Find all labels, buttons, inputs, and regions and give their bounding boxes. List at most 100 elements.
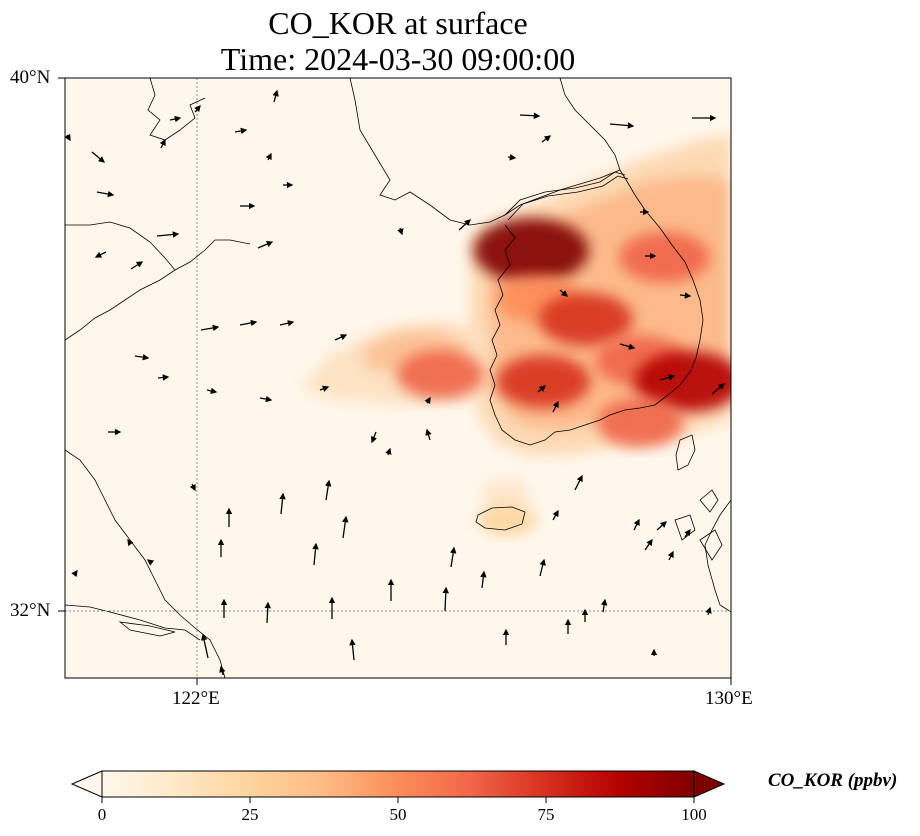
wind-arrow <box>200 633 209 659</box>
wind-arrow <box>96 190 115 198</box>
liaodong <box>349 78 621 226</box>
north-china-coast <box>147 78 206 141</box>
bohai-coast <box>65 221 176 341</box>
colorbar-tick-label-75: 75 <box>537 805 555 824</box>
axis-ticks <box>58 77 732 685</box>
hotspot-yellow-sea-plume <box>396 350 484 400</box>
wind-arrow <box>519 112 541 119</box>
colorbar-tick-label-100: 100 <box>681 805 707 824</box>
map-area <box>65 78 731 678</box>
wind-arrow <box>619 343 636 350</box>
hotspot-southwest-korea <box>496 354 591 408</box>
wind-vectors <box>65 89 725 676</box>
wind-arrow <box>711 383 725 395</box>
colorbar-label: CO_KOR (ppbv) <box>768 770 898 791</box>
hotspot-seoul <box>473 218 589 283</box>
wind-arrow <box>156 231 180 238</box>
hotspot-central-korea <box>538 292 633 346</box>
colorbar <box>70 770 726 803</box>
jeju-island <box>475 506 526 531</box>
wind-arrow <box>656 521 667 531</box>
wind-arrow <box>684 528 691 538</box>
wind-arrow <box>349 638 356 661</box>
hotspot-jeju-plume <box>477 502 537 536</box>
wind-arrow <box>272 89 279 103</box>
dmz-border-2 <box>507 175 629 221</box>
wind-arrow <box>385 447 392 456</box>
colorbar-tick-label-50: 50 <box>389 805 407 824</box>
wind-arrow <box>200 324 220 332</box>
wind-arrow <box>507 154 517 161</box>
wind-arrow <box>264 601 271 624</box>
wind-arrow <box>644 538 653 551</box>
shandong-north <box>174 239 251 271</box>
wind-arrow <box>324 479 332 501</box>
wind-arrow <box>425 428 432 441</box>
wind-arrow <box>449 546 457 568</box>
wind-arrow <box>541 135 552 143</box>
wind-arrow <box>71 569 78 578</box>
wind-arrow <box>65 133 71 142</box>
wind-arrow <box>552 400 559 413</box>
lon-label-122e: 122°E <box>172 688 220 709</box>
wind-arrow <box>633 518 640 531</box>
wind-arrow <box>559 289 568 297</box>
wind-arrow <box>334 334 348 341</box>
hotspot-busan-gyeongnam <box>596 398 684 448</box>
wind-arrow <box>219 665 226 676</box>
wind-arrow <box>189 483 196 492</box>
china-east-coast <box>65 449 226 678</box>
wind-arrow <box>539 558 546 577</box>
lat-label-32n: 32°N <box>10 600 51 621</box>
wind-arrow <box>667 550 674 561</box>
kyushu-coast <box>704 499 731 613</box>
wind-arrow <box>159 138 166 149</box>
yangtze-island <box>118 621 176 637</box>
tsushima <box>675 434 696 471</box>
wind-arrow <box>552 509 559 521</box>
wind-arrow <box>146 559 155 566</box>
wind-arrow <box>157 374 170 381</box>
wind-arrow <box>279 320 295 327</box>
map-title: CO_KOR at surface Time: 2024-03-30 09:00… <box>0 5 796 77</box>
wind-arrow <box>206 387 218 395</box>
lat-label-40n: 40°N <box>10 67 51 88</box>
wind-arrow <box>94 251 107 258</box>
wind-arrow <box>659 374 676 381</box>
wind-arrow <box>127 538 134 547</box>
kyushu-islands <box>674 489 723 561</box>
gridlines <box>65 78 731 678</box>
wind-arrow <box>257 241 274 249</box>
colorbar-tick-label-25: 25 <box>241 805 259 824</box>
wind-arrow <box>279 492 286 515</box>
korea-peninsula <box>489 78 704 446</box>
title-line-1: CO_KOR at surface <box>268 5 528 41</box>
yangtze-mouth <box>65 604 201 641</box>
wind-arrow <box>342 515 349 539</box>
wind-arrow <box>480 570 487 589</box>
wind-arrow <box>312 542 319 566</box>
wind-arrow <box>574 474 583 491</box>
map-frame <box>64 77 732 679</box>
wind-arrow <box>319 385 330 392</box>
coastlines <box>65 78 731 678</box>
wind-arrow <box>537 385 546 393</box>
title-line-2: Time: 2024-03-30 09:00:00 <box>220 41 576 77</box>
wind-arrow <box>679 292 692 299</box>
wind-arrow <box>442 586 450 612</box>
wind-arrow <box>705 606 712 616</box>
wind-arrow <box>130 261 144 270</box>
wind-arrow <box>134 353 150 361</box>
wind-arrow <box>458 219 471 231</box>
wind-arrow <box>609 122 635 129</box>
colorbar-extend-max <box>693 770 726 798</box>
dmz-border <box>504 171 626 216</box>
wind-arrow <box>259 395 273 403</box>
colorbar-tick-label-0: 0 <box>97 805 107 824</box>
wind-arrow <box>234 127 248 135</box>
wind-arrow <box>424 396 431 405</box>
field-jeju <box>480 478 530 510</box>
wind-arrow <box>397 227 404 236</box>
wind-arrow <box>265 152 272 161</box>
